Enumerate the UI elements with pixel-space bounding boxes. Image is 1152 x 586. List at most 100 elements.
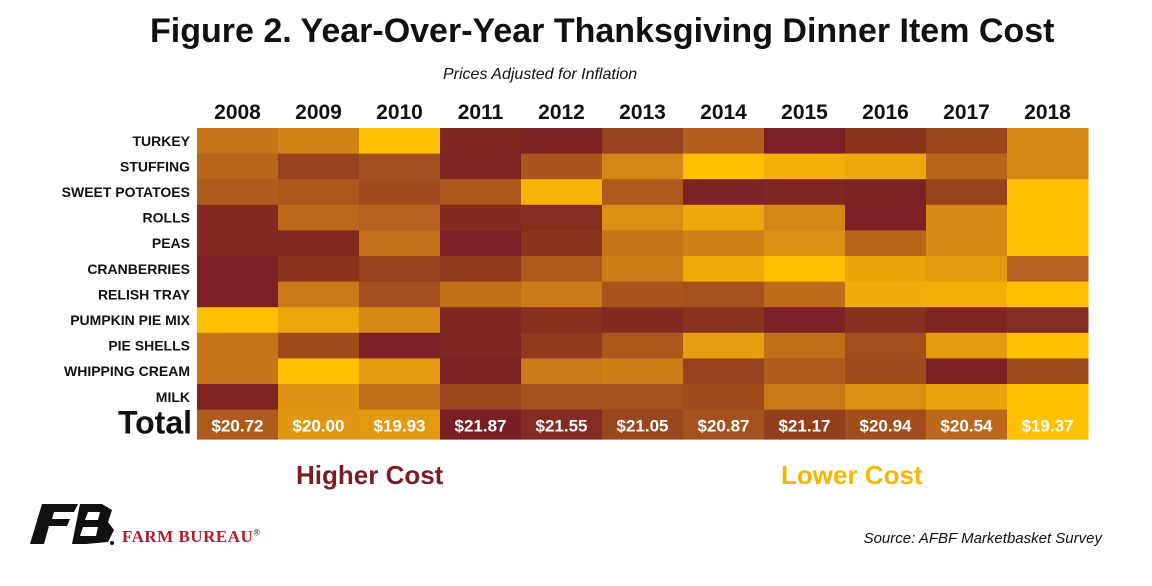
heatmap-cell	[764, 128, 846, 155]
year-label-2013: 2013	[619, 101, 666, 124]
heatmap-cell	[197, 307, 279, 334]
heatmap-cell	[764, 307, 846, 334]
heatmap-cell	[440, 179, 522, 206]
total-value-label: $20.94	[860, 417, 913, 436]
row-label-pie-shells: PIE SHELLS	[108, 338, 190, 354]
total-cell	[602, 409, 684, 440]
heatmap-cell	[683, 128, 765, 155]
heatmap-chart: 2008 2009 2010 2011 2012 2013 2014 2015 2016 2017…	[62, 101, 1089, 441]
year-label-2010: 2010	[376, 101, 423, 124]
heatmap-cell	[926, 307, 1008, 334]
total-cell	[683, 409, 765, 440]
total-cell	[440, 409, 522, 440]
heatmap-cell	[440, 204, 522, 231]
heatmap-cell	[1007, 332, 1089, 359]
heatmap-cell	[926, 230, 1008, 257]
heatmap-cell	[1007, 230, 1089, 257]
heatmap-cell	[278, 281, 360, 308]
heatmap-cell	[926, 204, 1008, 231]
heatmap-cell	[683, 332, 765, 359]
total-value-label: $21.87	[455, 417, 507, 436]
heatmap-cell	[359, 384, 441, 411]
heatmap-cell	[926, 384, 1008, 411]
year-label-2009: 2009	[295, 101, 342, 124]
heatmap-cell	[440, 256, 522, 283]
heatmap-cell	[926, 128, 1008, 155]
heatmap-cell	[359, 307, 441, 334]
heatmap-cell	[602, 332, 684, 359]
heatmap-cell	[278, 204, 360, 231]
heatmap-cell	[764, 332, 846, 359]
heatmap-cell	[521, 358, 603, 385]
heatmap-cell	[440, 358, 522, 385]
heatmap-cell	[278, 230, 360, 257]
chart-title: Figure 2. Year-Over-Year Thanksgiving Di…	[150, 12, 1055, 50]
total-value-label: $20.87	[698, 417, 750, 436]
heatmap-cell	[278, 153, 360, 180]
heatmap-cell	[359, 153, 441, 180]
row-label-milk: MILK	[156, 389, 190, 405]
heatmap-cell	[764, 204, 846, 231]
heatmap-cell	[1007, 384, 1089, 411]
heatmap-cell	[440, 384, 522, 411]
heatmap-cell	[197, 128, 279, 155]
heatmap-cell	[359, 179, 441, 206]
heatmap-cell	[440, 153, 522, 180]
heatmap-cell	[926, 358, 1008, 385]
heatmap-cell	[845, 128, 927, 155]
heatmap-cell	[1007, 256, 1089, 283]
heatmap-cell	[521, 230, 603, 257]
year-label-2012: 2012	[538, 101, 585, 124]
heatmap-cell	[197, 384, 279, 411]
heatmap-cell	[1007, 281, 1089, 308]
row-label-peas: PEAS	[152, 235, 190, 251]
total-cell	[926, 409, 1008, 440]
heatmap-cell	[845, 179, 927, 206]
total-cell	[521, 409, 603, 440]
row-label-whipping-cream: WHIPPING CREAM	[64, 363, 190, 379]
chart-subtitle: Prices Adjusted for Inflation	[443, 66, 638, 83]
heatmap-cell	[197, 179, 279, 206]
heatmap-cell	[359, 358, 441, 385]
total-value-label: $21.55	[536, 417, 588, 436]
heatmap-cell	[359, 256, 441, 283]
heatmap-cell	[521, 281, 603, 308]
heatmap-cell	[602, 281, 684, 308]
heatmap-cell	[440, 332, 522, 359]
heatmap-cell	[1007, 204, 1089, 231]
heatmap-cell	[764, 179, 846, 206]
heatmap-cell	[683, 204, 765, 231]
heatmap-cell	[683, 153, 765, 180]
heatmap-cell	[845, 358, 927, 385]
heatmap-cell	[440, 230, 522, 257]
heatmap-cell	[845, 230, 927, 257]
total-cell	[845, 409, 927, 440]
year-label-2011: 2011	[458, 101, 504, 124]
total-value-label: $20.00	[293, 417, 345, 436]
total-cell	[764, 409, 846, 440]
heatmap-cell	[602, 307, 684, 334]
legend-higher-cost: Higher Cost	[296, 460, 444, 490]
source-note: Source: AFBF Marketbasket Survey	[863, 530, 1102, 547]
heatmap-cell	[359, 332, 441, 359]
heatmap-cell	[197, 332, 279, 359]
heatmap-cell	[1007, 307, 1089, 334]
heatmap-cell	[683, 179, 765, 206]
total-value-label: $20.54	[941, 417, 994, 436]
heatmap-cell	[926, 256, 1008, 283]
heatmap-cell	[845, 384, 927, 411]
heatmap-cell	[440, 128, 522, 155]
heatmap-cell	[683, 230, 765, 257]
total-value-label: $20.72	[212, 417, 264, 436]
heatmap-cell	[764, 230, 846, 257]
heatmap-cell	[845, 332, 927, 359]
heatmap-cell	[602, 256, 684, 283]
heatmap-cell	[683, 358, 765, 385]
total-value-label: $19.93	[374, 417, 426, 436]
total-cell	[359, 409, 441, 440]
year-label-2008: 2008	[214, 101, 261, 124]
heatmap-cell	[359, 204, 441, 231]
heatmap-cell	[521, 384, 603, 411]
total-cell	[1007, 409, 1089, 440]
heatmap-cell	[521, 307, 603, 334]
